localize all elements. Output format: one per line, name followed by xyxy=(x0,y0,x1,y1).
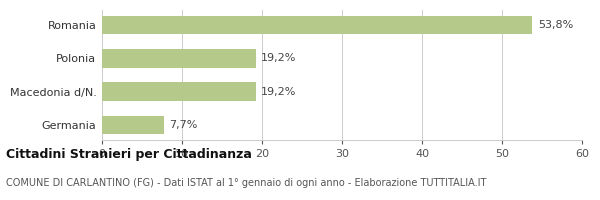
Text: COMUNE DI CARLANTINO (FG) - Dati ISTAT al 1° gennaio di ogni anno - Elaborazione: COMUNE DI CARLANTINO (FG) - Dati ISTAT a… xyxy=(6,178,487,188)
Text: 19,2%: 19,2% xyxy=(261,87,296,97)
Bar xyxy=(102,82,256,101)
Text: Cittadini Stranieri per Cittadinanza: Cittadini Stranieri per Cittadinanza xyxy=(6,148,252,161)
Text: 53,8%: 53,8% xyxy=(538,20,573,30)
Bar xyxy=(102,49,256,68)
Text: 7,7%: 7,7% xyxy=(169,120,197,130)
Bar xyxy=(102,116,164,134)
Bar xyxy=(102,16,532,34)
Text: 19,2%: 19,2% xyxy=(261,53,296,63)
